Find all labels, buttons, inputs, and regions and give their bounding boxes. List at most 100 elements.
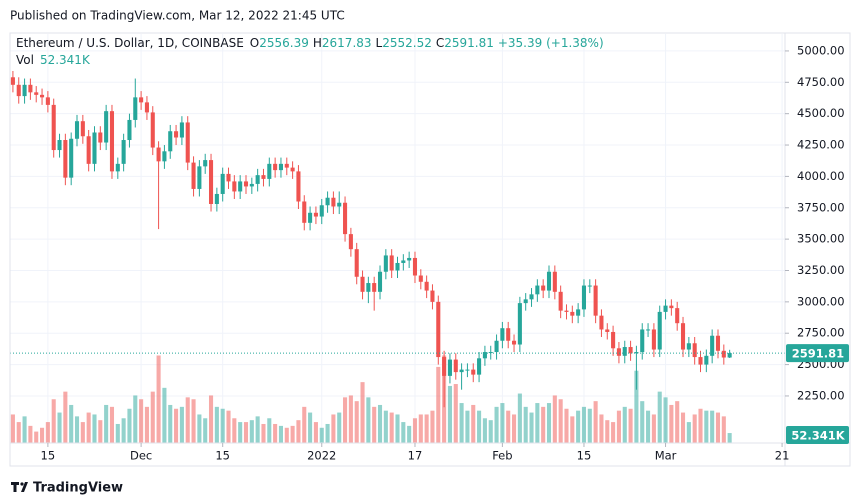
candle-body [156,147,161,162]
volume-bar [727,433,732,443]
last-price-tag [786,344,849,363]
candle-body [74,121,80,139]
candle-body [500,328,505,341]
volume-bar [104,404,109,443]
candle-body [51,104,56,151]
volume-bar [156,355,161,443]
candle-body [389,255,394,271]
candle-body [34,92,39,95]
volume-bar [704,410,709,443]
candle-body [139,97,144,103]
volume-bar [447,385,452,443]
candle-body [179,122,184,138]
volume-tag-label: 52.341K [791,429,845,443]
volume-bar [150,391,155,443]
candle-body [517,303,522,345]
candle-body [686,343,691,350]
volume-bar [512,414,517,443]
volume-bar [10,414,15,443]
volume-bar [372,406,377,443]
volume-bar [517,393,522,443]
volume-bar [715,412,721,443]
candle-body [185,122,190,163]
candle-body [646,329,651,331]
y-tick-label: 4500.00 [797,106,845,120]
volume-bar [127,408,132,443]
legend-volume-name: Vol [16,53,34,67]
footer-brand: TradingView [33,481,123,496]
volume-bar [482,418,487,443]
volume-bar [424,414,429,443]
candle-body [10,77,15,85]
candle-body [372,283,377,292]
candle-body [546,271,552,291]
volume-bar [133,395,138,443]
candle-body [319,205,324,217]
volume-bar [523,406,528,443]
candle-body [418,275,423,282]
legend-ohlc: Ethereum / U.S. Dollar, 1D, COINBASE O255… [16,36,604,50]
volume-bar [616,410,621,443]
candle-body [412,257,418,276]
volume-bar [57,412,62,443]
volume-bar [40,427,45,443]
candle-body [144,102,149,113]
volume-bar [290,425,295,443]
volume-bar [669,404,674,443]
legend-ohlc-value: 2552.52 [382,36,432,50]
candle-body [407,257,412,261]
candle-body [115,163,120,172]
legend-symbol: Ethereum / U.S. Dollar, 1D, COINBASE [16,36,244,50]
volume-bar [232,418,237,443]
volume-bar [331,414,336,443]
y-tick-label: 3500.00 [797,232,845,246]
volume-bar [325,423,330,443]
candle-body [150,112,155,148]
candle-body [302,201,307,223]
volume-bar [80,422,85,443]
candle-body [558,291,563,311]
volume-bar [663,397,668,443]
volume-bar [162,387,167,443]
candle-body [267,163,272,179]
candle-body [587,285,592,287]
candle-body [488,352,493,354]
y-tick-label: 3250.00 [797,263,845,277]
volume-bar [395,414,400,443]
candle-body [104,111,109,143]
x-tick-label: 15 [215,449,230,463]
legend-ohlc-key: C [436,36,444,50]
volume-bar [541,406,546,443]
candle-body [354,249,359,277]
y-tick-label: 4750.00 [797,75,845,89]
candle-body [552,271,557,292]
volume-bar [628,408,633,443]
volume-bar [401,422,406,443]
legend-ohlc-key: O [250,36,259,50]
volume-bar [675,401,680,443]
candle-body [715,335,721,351]
volume-bar [611,422,616,443]
volume-bar [343,397,348,443]
candle-body [669,305,674,309]
candle-body [442,357,447,376]
logo-icon [11,482,28,492]
candle-body [69,138,74,178]
logo-dot [20,482,24,486]
plot-area [10,34,785,443]
volume-bar [179,406,184,443]
volume-bar [471,404,476,443]
volume-bar [121,418,126,443]
candle-body [98,132,103,143]
volume-bar [599,414,604,443]
candle-body [506,328,511,341]
candle-body [127,119,132,141]
legend-ohlc-value: 2556.39 [259,36,309,50]
candle-body [634,352,639,354]
volume-bar [139,399,144,443]
volume-bar [16,422,21,443]
volume-bar [267,418,272,443]
candle-body [273,163,278,171]
volume-tag [786,426,849,445]
volume-bar [389,412,394,443]
